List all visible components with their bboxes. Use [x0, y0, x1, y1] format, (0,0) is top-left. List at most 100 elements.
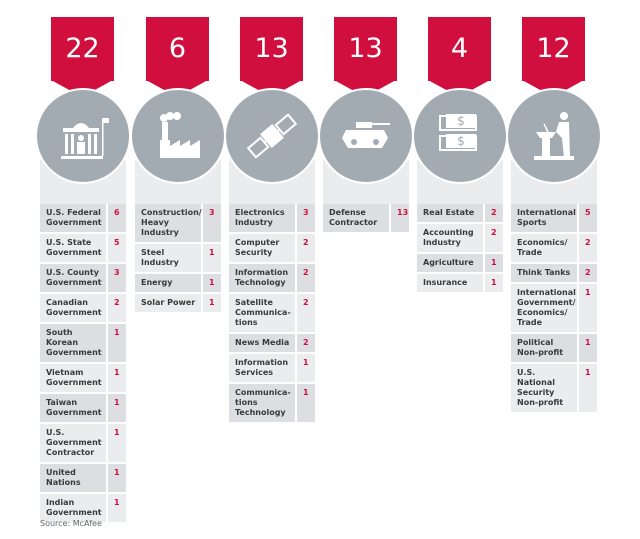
source-note: Source: McAfee: [40, 519, 102, 528]
sector-label: Energy: [135, 274, 201, 292]
sector-count: 2: [297, 264, 315, 292]
count-banner: 13: [240, 17, 303, 97]
table-row: U.S. Federal Government 6: [40, 204, 126, 234]
sector-count: 5: [579, 204, 597, 232]
breakdown-table: International Sports 5 Economics/ Trade …: [511, 204, 597, 414]
sector-label: Solar Power: [135, 294, 201, 312]
sector-count: 2: [579, 264, 597, 282]
breakdown-table: Defense Contractor 13: [323, 204, 409, 234]
count-banner: 22: [51, 17, 114, 97]
sector-label: Real Estate: [417, 204, 483, 222]
table-row: Information Technology 2: [229, 264, 315, 294]
sector-count: 3: [108, 264, 126, 292]
table-row: Information Services 1: [229, 354, 315, 384]
sector-label: Canadian Government: [40, 294, 106, 322]
sector-count: 1: [203, 294, 221, 312]
table-row: Vietnam Government 1: [40, 364, 126, 394]
count-banner: 6: [146, 17, 209, 97]
table-row: U.S. Government Contractor 1: [40, 424, 126, 464]
sector-label: Vietnam Government: [40, 364, 106, 392]
table-row: Indian Government 1: [40, 494, 126, 524]
sector-count: 1: [203, 244, 221, 272]
sector-count: 1: [579, 364, 597, 412]
sector-label: Communica-tions Technology: [229, 384, 295, 422]
factory-icon: [160, 112, 200, 158]
sector-label: Economics/ Trade: [511, 234, 577, 262]
breakdown-table: Electronics Industry 3 Computer Security…: [229, 204, 315, 424]
table-row: U.S. National Security Non-profit 1: [511, 364, 597, 414]
sector-label: Agriculture: [417, 254, 483, 272]
sector-label: News Media: [229, 334, 295, 352]
breakdown-table: Real Estate 2 Accounting Industry 2 Agri…: [417, 204, 503, 294]
sector-count: 1: [108, 464, 126, 492]
sector-label: International Government/ Economics/ Tra…: [511, 284, 577, 332]
sector-label: Satellite Communica-tions: [229, 294, 295, 332]
sector-count: 3: [297, 204, 315, 232]
table-row: South Korean Government 1: [40, 324, 126, 364]
sector-label: U.S. County Government: [40, 264, 106, 292]
sector-label: Accounting Industry: [417, 224, 483, 252]
sector-label: Steel Industry: [135, 244, 201, 272]
sector-label: Electronics Industry: [229, 204, 295, 232]
speaker-podium-icon: [534, 112, 574, 160]
sector-label: U.S. National Security Non-profit: [511, 364, 577, 412]
sector-count: 1: [203, 274, 221, 292]
table-row: Energy 1: [135, 274, 221, 294]
table-row: Construction/ Heavy Industry 3: [135, 204, 221, 244]
table-row: Think Tanks 2: [511, 264, 597, 284]
sector-label: Taiwan Government: [40, 394, 106, 422]
table-row: Real Estate 2: [417, 204, 503, 224]
table-row: U.S. County Government 3: [40, 264, 126, 294]
sector-label: Political Non-profit: [511, 334, 577, 362]
money-icon: $$: [439, 114, 477, 151]
sector-count: 2: [485, 204, 503, 222]
tank-icon: [342, 122, 390, 148]
table-row: News Media 2: [229, 334, 315, 354]
table-row: United Nations 1: [40, 464, 126, 494]
table-row: Solar Power 1: [135, 294, 221, 314]
sector-label: Information Services: [229, 354, 295, 382]
table-row: Accounting Industry 2: [417, 224, 503, 254]
sector-count: 6: [108, 204, 126, 232]
sector-count: 2: [297, 334, 315, 352]
sector-label: Construction/ Heavy Industry: [135, 204, 202, 242]
sector-count: 1: [485, 254, 503, 272]
count-banner: 12: [522, 17, 585, 97]
sector-count: 1: [108, 364, 126, 392]
breakdown-table: Construction/ Heavy Industry 3 Steel Ind…: [135, 204, 221, 314]
table-row: International Government/ Economics/ Tra…: [511, 284, 597, 334]
sector-count: 1: [297, 354, 315, 382]
sector-count: 1: [485, 274, 503, 292]
icon-circle: [224, 88, 320, 184]
count-banner: 4: [428, 17, 491, 97]
icon-circle: [35, 88, 131, 184]
icon-circle: [318, 88, 414, 184]
icon-circle: [130, 88, 226, 184]
table-row: Canadian Government 2: [40, 294, 126, 324]
sector-count: 1: [108, 394, 126, 422]
table-row: Defense Contractor 13: [323, 204, 409, 234]
sector-label: United Nations: [40, 464, 106, 492]
table-row: Electronics Industry 3: [229, 204, 315, 234]
sector-label: Defense Contractor: [323, 204, 389, 232]
table-row: Satellite Communica-tions 2: [229, 294, 315, 334]
sector-count: 2: [297, 234, 315, 262]
sector-count: 2: [485, 224, 503, 252]
table-row: Taiwan Government 1: [40, 394, 126, 424]
sector-label: Insurance: [417, 274, 483, 292]
sector-label: U.S. Government Contractor: [40, 424, 106, 462]
sector-count: 5: [108, 234, 126, 262]
sector-count: 1: [108, 494, 126, 522]
sector-count: 2: [579, 234, 597, 262]
sector-label: U.S. Federal Government: [40, 204, 106, 232]
sector-count: 1: [108, 424, 126, 462]
table-row: Agriculture 1: [417, 254, 503, 274]
sector-count: 3: [203, 204, 221, 242]
table-row: Political Non-profit 1: [511, 334, 597, 364]
sector-label: South Korean Government: [40, 324, 106, 362]
sector-count: 1: [579, 334, 597, 362]
satellite-icon: [246, 113, 298, 159]
sector-label: Computer Security: [229, 234, 295, 262]
sector-label: International Sports: [511, 204, 577, 232]
count-banner: 13: [334, 17, 397, 97]
